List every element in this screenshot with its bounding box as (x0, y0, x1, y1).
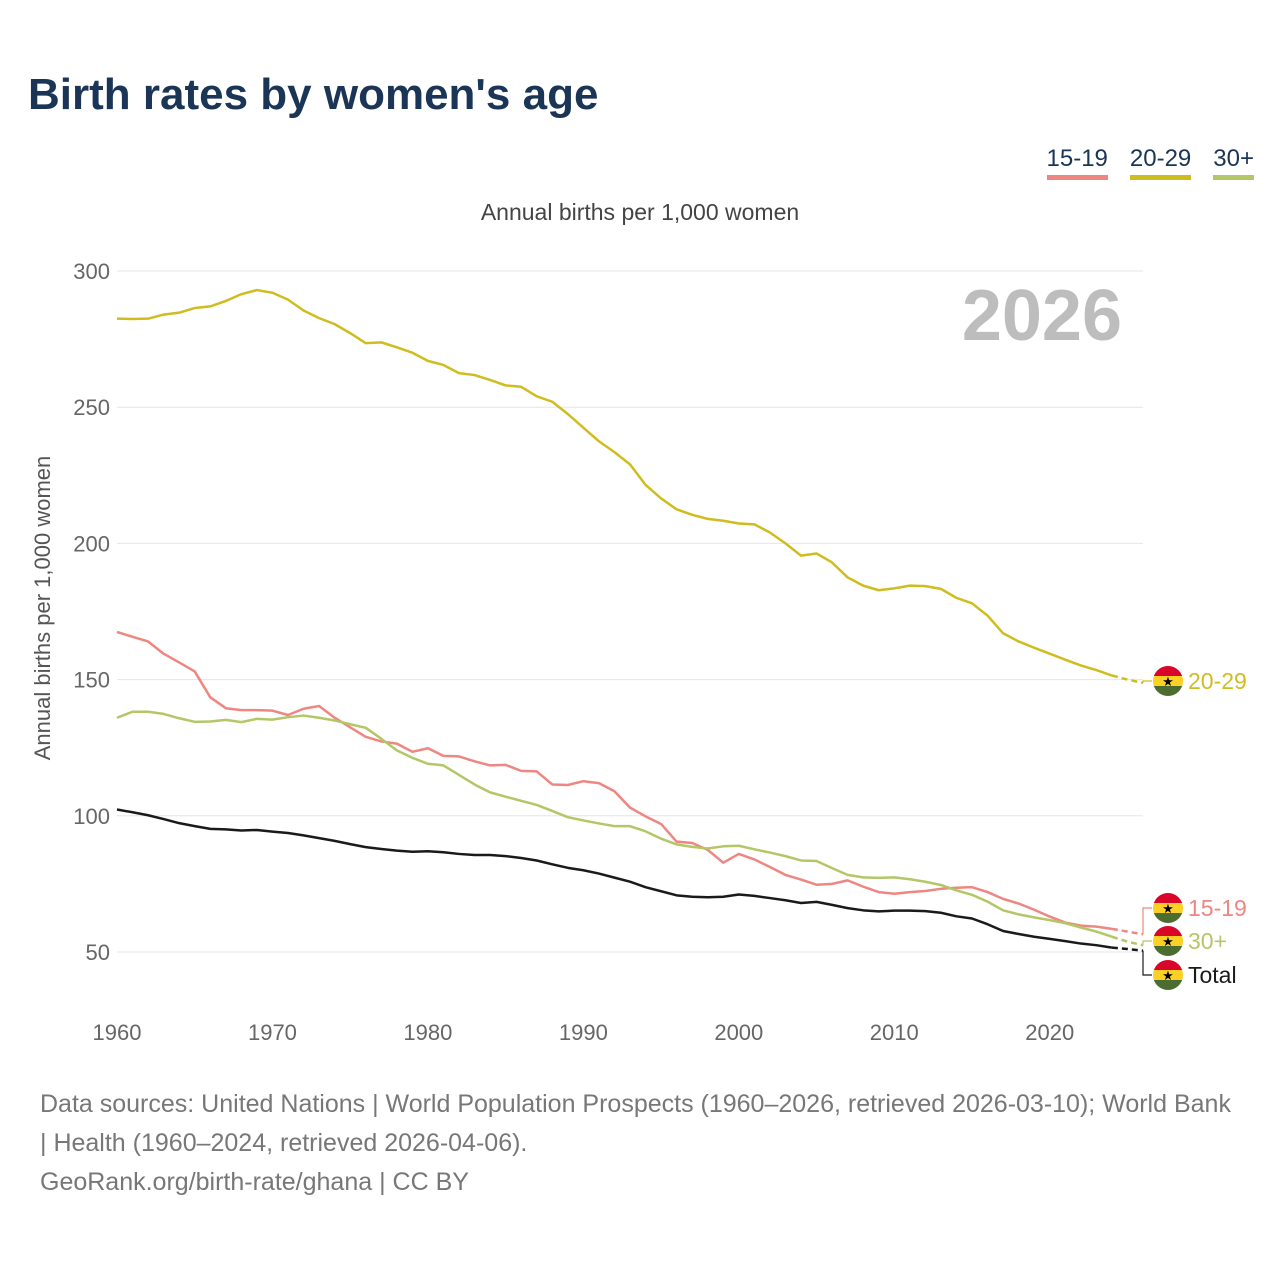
flag-red-stripe (1153, 893, 1183, 903)
label-connector-Total (1142, 950, 1152, 976)
series-projection-30-plus (1111, 935, 1144, 947)
flag-yellow-stripe (1153, 936, 1183, 946)
x-tick-label: 1990 (559, 1020, 608, 1045)
flag-red-stripe (1153, 926, 1183, 936)
x-tick-label: 2000 (714, 1020, 763, 1045)
flag-yellow-stripe (1153, 903, 1183, 913)
ghana-flag-star-icon: ★ (1162, 901, 1174, 916)
chart-subtitle: Annual births per 1,000 women (481, 199, 799, 225)
year-watermark: 2026 (962, 276, 1122, 356)
end-label-Total: Total (1188, 962, 1237, 988)
ghana-flag-star-icon: ★ (1162, 934, 1174, 949)
x-tick-label: 1970 (248, 1020, 297, 1045)
credit-link[interactable]: GeoRank.org/birth-rate/ghana | CC BY (40, 1168, 469, 1196)
series-projection-20-29 (1111, 674, 1144, 685)
y-tick-label: 200 (73, 531, 110, 556)
data-sources: Data sources: United Nations | World Pop… (40, 1090, 1231, 1157)
ghana-flag-star-icon: ★ (1162, 968, 1174, 983)
flag-yellow-stripe (1153, 676, 1183, 686)
x-tick-label: 1980 (403, 1020, 452, 1045)
legend-item-20-29[interactable]: 20-29 (1129, 145, 1192, 180)
y-axis-label: Annual births per 1,000 women (30, 456, 55, 761)
footer: Data sources: United Nations | World Pop… (40, 1085, 1240, 1202)
end-label-15-19: 15-19 (1188, 895, 1247, 921)
flag-yellow-stripe (1153, 970, 1183, 980)
series-line-Total (116, 808, 1113, 949)
flag-green-stripe (1153, 913, 1183, 923)
label-connector-30-plus (1142, 940, 1152, 946)
legend-item-30-plus[interactable]: 30+ (1213, 145, 1254, 180)
flag-green-stripe (1153, 686, 1183, 696)
flag-green-stripe (1153, 946, 1183, 956)
line-chart: Annual births per 1,000 women 2026 Annual … (30, 199, 1247, 1045)
flag-green-stripe (1153, 980, 1183, 990)
legend: 15-19 20-29 30+ (1046, 145, 1254, 180)
flag-red-stripe (1153, 960, 1183, 970)
label-connector-20-29 (1142, 680, 1152, 683)
series-projection-Total (1111, 946, 1144, 952)
series-line-15-19 (116, 630, 1113, 931)
series-projection-15-19 (1111, 927, 1144, 936)
end-label-20-29: 20-29 (1188, 668, 1247, 694)
legend-item-15-19[interactable]: 15-19 (1046, 145, 1108, 180)
y-tick-label: 150 (73, 668, 110, 693)
chart-title: Birth rates by women's age (28, 70, 599, 119)
y-tick-label: 300 (73, 259, 110, 284)
x-tick-label: 2010 (870, 1020, 919, 1045)
label-connector-15-19 (1142, 907, 1152, 935)
x-tick-label: 2020 (1025, 1020, 1074, 1045)
y-tick-label: 250 (73, 395, 110, 420)
series-line-20-29 (116, 288, 1113, 677)
y-tick-label: 50 (86, 940, 110, 965)
flag-red-stripe (1153, 666, 1183, 676)
ghana-flag-star-icon: ★ (1162, 674, 1174, 689)
end-label-30-plus: 30+ (1188, 928, 1227, 954)
series-line-30-plus (116, 710, 1113, 938)
y-tick-label: 100 (73, 804, 110, 829)
x-tick-label: 1960 (93, 1020, 142, 1045)
